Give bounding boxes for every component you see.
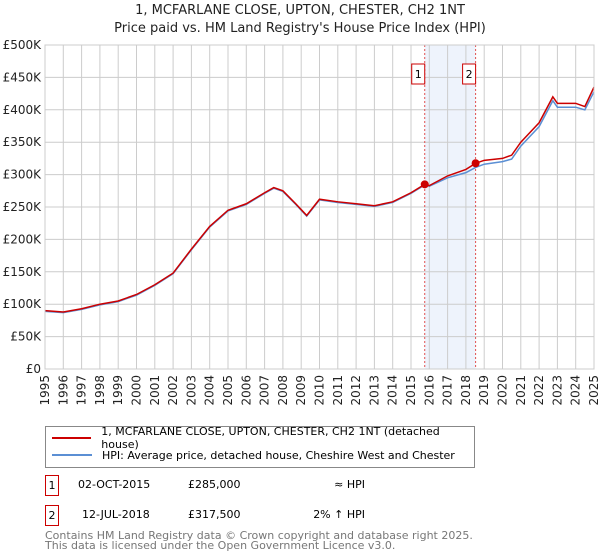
x-tick-label: 2016 [422,375,436,406]
sale-marker-label: 2 [466,68,473,81]
transaction-marker: 1 [45,475,59,496]
x-tick-label: 1999 [111,375,125,406]
x-tick-label: 2002 [166,375,180,406]
transaction-hpi: ≈ HPI [334,478,365,491]
sale-marker-box [462,63,477,85]
x-tick-label: 2005 [221,375,235,406]
sale-point [471,159,480,168]
sale-marker-label: 1 [415,68,422,81]
sale-marker-box [411,63,426,85]
x-tick-label: 2015 [404,375,418,406]
y-tick-label: £50K [10,330,42,344]
plot-frame [44,44,595,370]
y-tick-label: £200K [3,232,43,246]
x-tick-label: 2025 [587,375,600,406]
y-tick-label: £350K [3,135,43,149]
chart-title: 1, MCFARLANE CLOSE, UPTON, CHESTER, CH2 … [135,3,465,18]
series-line [44,86,595,313]
legend-red-line [52,437,92,439]
y-tick-label: £100K [3,297,43,311]
x-tick-label: 2011 [331,375,345,406]
x-tick-label: 1995 [38,375,52,406]
x-tick-label: 1997 [75,375,89,406]
x-tick-label: 2020 [496,375,510,406]
footer-line: This data is licensed under the Open Gov… [45,539,396,552]
x-tick-label: 2018 [459,375,473,406]
legend: 1, MCFARLANE CLOSE, UPTON, CHESTER, CH2 … [45,425,475,468]
x-tick-label: 2009 [294,375,308,406]
footer: Contains HM Land Registry data © Crown c… [45,529,473,552]
transaction-price: £285,000 [188,478,241,491]
y-tick-label: £0 [26,362,41,376]
chart-subtitle: Price paid vs. HM Land Registry's House … [114,21,486,36]
transaction-price: £317,500 [188,508,241,521]
y-tick-label: £500K [3,38,43,52]
transaction-marker: 2 [45,505,59,526]
transaction-hpi: 2% ↑ HPI [313,508,365,521]
x-tick-label: 2010 [313,375,327,406]
x-tick-label: 2006 [239,375,253,406]
y-tick-label: £400K [3,103,43,117]
sale-point [420,180,429,189]
y-tick-label: £250K [3,200,43,214]
x-tick-label: 2001 [148,375,162,406]
x-tick-label: 2022 [532,375,546,406]
footer-line: Contains HM Land Registry data © Crown c… [45,529,473,542]
x-tick-label: 2017 [441,375,455,406]
legend-label: HPI: Average price, detached house, Ches… [102,448,455,462]
x-tick-label: 2013 [367,375,381,406]
transaction-row: 2 12-JUL-2018 £317,500 2% ↑ HPI [45,505,600,527]
x-tick-label: 1996 [56,375,70,406]
x-tick-label: 2012 [349,375,363,406]
x-tick-label: 2007 [258,375,272,406]
x-tick-label: 2008 [276,375,290,406]
y-tick-label: £150K [3,265,43,279]
x-tick-label: 2023 [550,375,564,406]
x-tick-label: 2021 [514,375,528,406]
x-tick-label: 2014 [386,375,400,406]
x-tick-label: 2003 [184,375,198,406]
x-tick-label: 1998 [93,375,107,406]
transaction-row: 1 02-OCT-2015 £285,000 ≈ HPI [45,475,600,497]
legend-label: 1, MCFARLANE CLOSE, UPTON, CHESTER, CH2 … [101,425,440,451]
plot-area: £0 £50K £100K £150K £200K £250K £300K £350K £400… [3,38,600,406]
x-tick-label: 2000 [130,375,144,406]
transaction-date: 02-OCT-2015 [78,478,151,491]
y-tick-label: £300K [3,168,43,182]
x-tick-label: 2004 [203,375,217,406]
transaction-date: 12-JUL-2018 [82,508,150,521]
legend-blue-line [52,454,92,456]
legend-item-property: 1, MCFARLANE CLOSE, UPTON, CHESTER, CH2 … [52,425,474,451]
y-tick-label: £450K [3,70,43,84]
x-tick-label: 2024 [569,375,583,406]
x-tick-label: 2019 [477,375,491,406]
legend-item-hpi: HPI: Average price, detached house, Ches… [52,447,455,463]
